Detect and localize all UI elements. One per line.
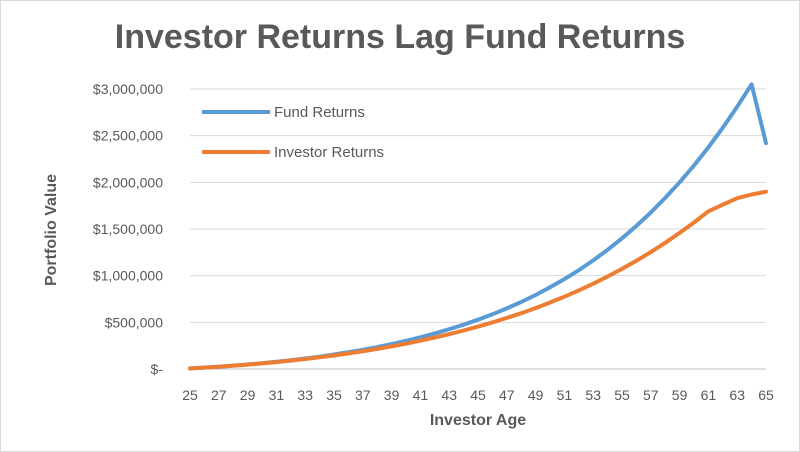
y-tick-label: $1,000,000 [93,268,163,284]
chart-title: Investor Returns Lag Fund Returns [114,18,686,56]
x-tick-label: 61 [701,387,717,403]
gridlines [190,88,766,370]
x-tick-label: 33 [297,387,313,403]
series-line-investor-returns [188,189,768,371]
x-tick-label: 41 [413,387,429,403]
x-tick-label: 57 [643,387,659,403]
x-tick-label: 65 [758,387,774,403]
x-tick-label: 35 [326,387,342,403]
x-tick-label: 59 [672,387,688,403]
x-tick-labels: 25 27 29 31 33 35 37 39 41 43 45 47 49 51 53 55 57 59 61 63… [182,387,774,403]
x-tick-label: 43 [441,387,457,403]
x-tick-label: 45 [470,387,486,403]
x-tick-label: 63 [729,387,745,403]
y-tick-label: $3,000,000 [93,81,163,97]
legend-label: Fund Returns [274,104,365,121]
y-tick-label: $- [151,361,164,377]
x-tick-label: 53 [585,387,601,403]
x-tick-label: 49 [528,387,544,403]
x-tick-label: 55 [614,387,630,403]
legend: Fund Returns Investor Returns [202,104,384,161]
x-tick-label: 51 [557,387,573,403]
y-tick-labels: $- $500,000 $1,000,000 $1,500,000 $2,000,000… [93,81,163,377]
y-tick-label: $500,000 [105,314,164,330]
x-tick-label: 25 [182,387,198,403]
x-axis-title: Investor Age [429,412,527,429]
x-tick-label: 29 [240,387,256,403]
x-tick-label: 47 [499,387,515,403]
legend-label: Investor Returns [274,144,384,161]
series-lines [188,82,768,371]
x-tick-label: 31 [269,387,285,403]
y-tick-label: $2,500,000 [93,128,163,144]
x-tick-label: 27 [211,387,227,403]
y-tick-label: $1,500,000 [93,221,163,237]
x-tick-label: 37 [355,387,371,403]
x-tick-label: 39 [384,387,400,403]
y-tick-label: $2,000,000 [93,174,163,190]
